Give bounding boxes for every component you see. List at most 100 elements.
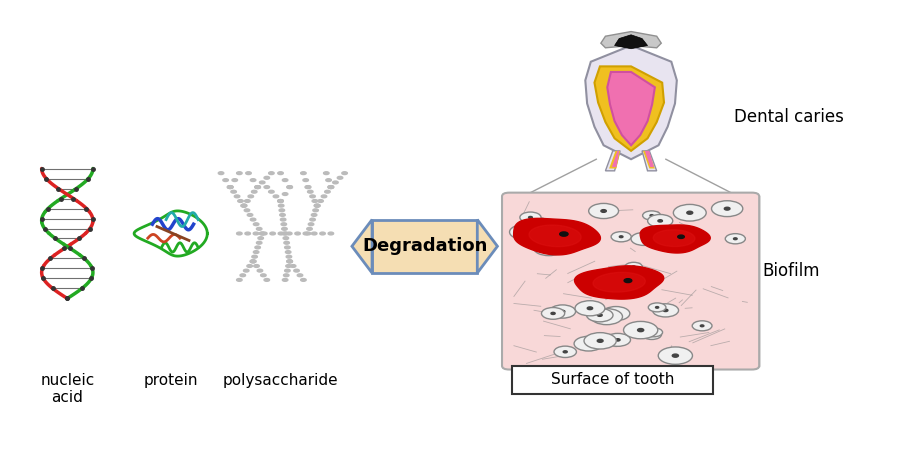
Circle shape xyxy=(638,328,644,332)
Circle shape xyxy=(282,227,287,230)
Circle shape xyxy=(604,315,610,318)
Circle shape xyxy=(228,186,233,189)
Circle shape xyxy=(283,237,288,240)
Circle shape xyxy=(552,234,555,235)
Circle shape xyxy=(584,333,616,349)
Circle shape xyxy=(598,340,603,342)
Circle shape xyxy=(663,309,668,311)
Circle shape xyxy=(228,186,233,189)
Circle shape xyxy=(655,306,659,308)
Circle shape xyxy=(284,241,289,244)
Circle shape xyxy=(611,232,632,242)
Circle shape xyxy=(308,223,314,226)
Circle shape xyxy=(280,218,285,221)
Circle shape xyxy=(253,232,259,235)
Circle shape xyxy=(326,179,331,182)
Circle shape xyxy=(264,186,270,189)
Circle shape xyxy=(623,321,658,339)
Circle shape xyxy=(601,210,606,212)
Circle shape xyxy=(692,321,712,331)
Circle shape xyxy=(260,181,265,184)
Circle shape xyxy=(311,213,317,216)
Text: nucleic
acid: nucleic acid xyxy=(40,373,95,405)
Circle shape xyxy=(237,172,242,175)
Circle shape xyxy=(255,186,261,189)
FancyBboxPatch shape xyxy=(502,193,759,369)
Circle shape xyxy=(318,199,323,202)
Circle shape xyxy=(286,255,292,258)
Circle shape xyxy=(244,209,250,212)
Circle shape xyxy=(241,204,247,207)
Circle shape xyxy=(554,346,577,358)
Circle shape xyxy=(281,223,286,226)
Circle shape xyxy=(312,199,318,202)
Circle shape xyxy=(564,351,567,353)
Circle shape xyxy=(725,234,745,244)
Circle shape xyxy=(591,309,622,325)
Polygon shape xyxy=(352,219,372,273)
Polygon shape xyxy=(601,32,661,48)
Circle shape xyxy=(311,232,317,235)
Circle shape xyxy=(301,278,307,281)
Circle shape xyxy=(248,195,253,198)
Text: polysaccharide: polysaccharide xyxy=(223,373,339,388)
Polygon shape xyxy=(644,151,654,167)
Circle shape xyxy=(269,172,274,175)
Circle shape xyxy=(574,336,603,351)
Circle shape xyxy=(245,232,251,235)
Text: Dental caries: Dental caries xyxy=(733,108,844,127)
Circle shape xyxy=(647,214,673,227)
Circle shape xyxy=(285,251,291,254)
Circle shape xyxy=(605,333,631,347)
Circle shape xyxy=(314,204,319,207)
Circle shape xyxy=(328,232,333,235)
Circle shape xyxy=(678,238,681,240)
Circle shape xyxy=(677,235,684,239)
Polygon shape xyxy=(514,219,600,255)
Circle shape xyxy=(587,308,613,322)
Circle shape xyxy=(560,232,568,236)
Circle shape xyxy=(287,260,293,263)
Circle shape xyxy=(724,207,730,210)
Circle shape xyxy=(238,199,243,202)
Text: Degradation: Degradation xyxy=(362,237,487,255)
Circle shape xyxy=(278,232,284,235)
Circle shape xyxy=(223,179,229,182)
Circle shape xyxy=(309,218,315,221)
Circle shape xyxy=(247,265,252,268)
Circle shape xyxy=(521,217,549,231)
Circle shape xyxy=(269,191,274,193)
Circle shape xyxy=(256,241,262,244)
Circle shape xyxy=(287,186,293,189)
FancyBboxPatch shape xyxy=(372,219,477,273)
Circle shape xyxy=(255,186,261,189)
Circle shape xyxy=(509,225,539,240)
Circle shape xyxy=(650,215,654,216)
Circle shape xyxy=(633,266,635,268)
Polygon shape xyxy=(610,151,620,169)
Circle shape xyxy=(256,227,262,230)
Circle shape xyxy=(261,274,266,276)
Polygon shape xyxy=(529,225,581,247)
Circle shape xyxy=(309,195,315,198)
Circle shape xyxy=(251,260,256,263)
Circle shape xyxy=(625,262,643,271)
Circle shape xyxy=(255,246,261,249)
Circle shape xyxy=(283,193,288,195)
Circle shape xyxy=(253,223,259,226)
Circle shape xyxy=(252,255,257,258)
Circle shape xyxy=(328,186,333,189)
Circle shape xyxy=(307,227,312,230)
Circle shape xyxy=(251,218,256,221)
Circle shape xyxy=(290,265,296,268)
Circle shape xyxy=(328,186,333,189)
Circle shape xyxy=(285,246,290,249)
Circle shape xyxy=(246,172,252,175)
Circle shape xyxy=(247,213,252,216)
Circle shape xyxy=(294,269,299,272)
Circle shape xyxy=(218,172,224,175)
Circle shape xyxy=(645,328,663,337)
Circle shape xyxy=(631,233,656,246)
Circle shape xyxy=(237,278,242,281)
Circle shape xyxy=(542,308,565,319)
